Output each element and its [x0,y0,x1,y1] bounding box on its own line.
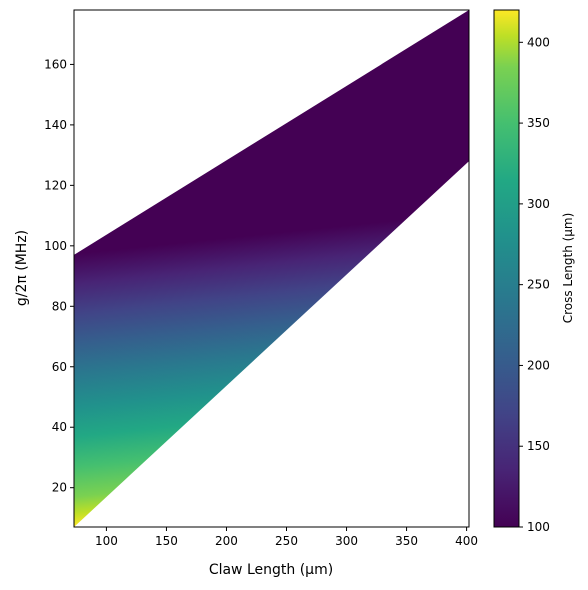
plot-frame [73,9,470,528]
heatmap-region [74,10,469,527]
colorbar-tick-label: 350 [527,116,550,130]
colorbar-ticks: 100 150 200 250 300 350 400 [519,35,550,534]
y-tick-label: 40 [52,420,67,434]
colorbar-tick-label: 300 [527,197,550,211]
y-tick-label: 140 [44,118,67,132]
colorbar [493,9,520,528]
y-tick-label: 160 [44,57,67,71]
x-tick-label: 350 [395,534,418,548]
colorbar-label: Cross Length (μm) [561,213,575,324]
x-tick-label: 250 [275,534,298,548]
x-axis-ticks: 100 150 200 250 300 350 400 [95,527,478,548]
x-tick-label: 150 [155,534,178,548]
x-tick-label: 100 [95,534,118,548]
x-tick-label: 200 [215,534,238,548]
x-axis-label: Claw Length (μm) [209,562,333,578]
colorbar-tick-label: 250 [527,278,550,292]
x-tick-label: 400 [455,534,478,548]
colorbar-tick-label: 150 [527,439,550,453]
y-tick-label: 60 [52,360,67,374]
x-tick-label: 300 [335,534,358,548]
colorbar-tick-label: 400 [527,35,550,49]
y-tick-label: 20 [52,481,67,495]
y-tick-label: 120 [44,178,67,192]
heatmap-layer [74,10,469,527]
colorbar-tick-label: 200 [527,358,550,372]
y-axis-label: g/2π (MHz) [14,230,30,306]
y-tick-label: 100 [44,239,67,253]
y-tick-label: 80 [52,299,67,313]
y-axis-ticks: 20 40 60 80 100 120 140 160 [44,57,74,495]
colorbar-tick-label: 100 [527,520,550,534]
